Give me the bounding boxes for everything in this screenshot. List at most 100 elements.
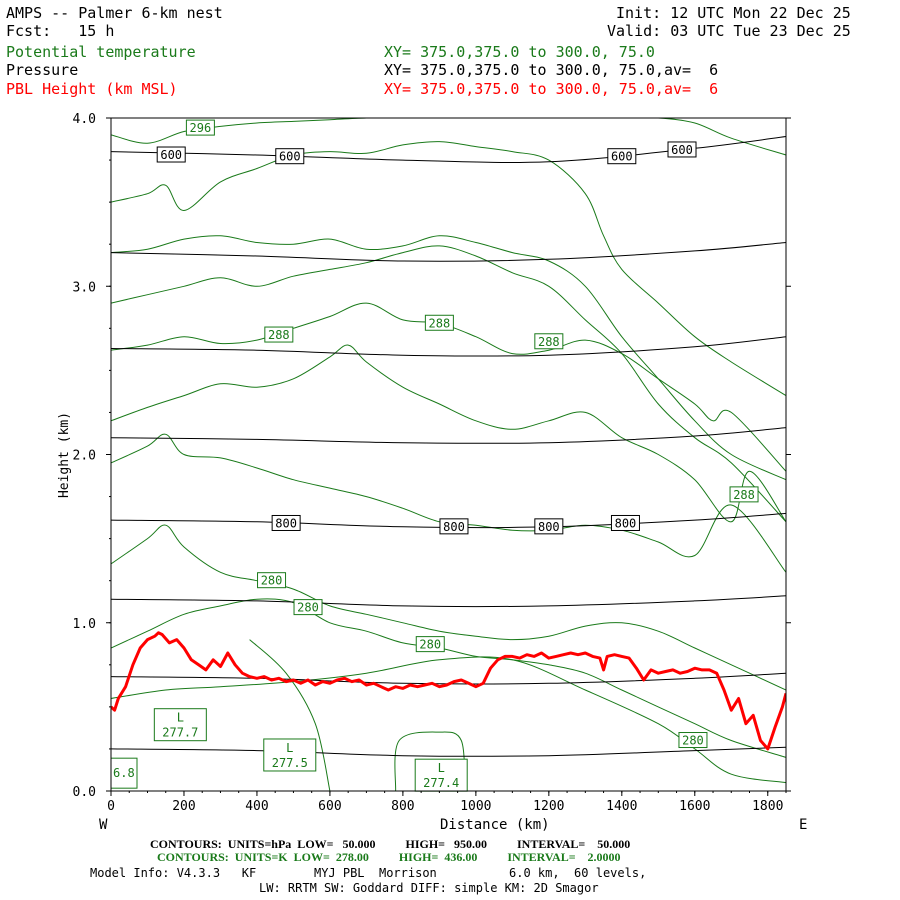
x-tick-label: 1600 (679, 799, 710, 814)
pressure-label-box (667, 141, 697, 158)
theta-contour-line (111, 118, 786, 156)
y-tick-label: 3.0 (73, 280, 96, 295)
model-title: AMPS -- Palmer 6-km nest (6, 4, 223, 22)
theta-label: 280 (261, 574, 283, 588)
east-label: E (799, 817, 807, 833)
low-value: 277.4 (423, 776, 459, 790)
theta-label-box (264, 326, 294, 343)
theta-contour-line (111, 302, 786, 472)
y-axis-label: Height (km) (57, 412, 72, 498)
low-box (153, 708, 207, 742)
theta-label-box (293, 599, 323, 616)
init-time: Init: 12 UTC Mon 22 Dec 25 (616, 4, 851, 22)
theta-label: 280 (682, 734, 704, 748)
theta-contour-line (111, 141, 786, 397)
field3-xy: XY= 375.0,375.0 to 300.0, 75.0,av= 6 (384, 80, 719, 98)
pbl-height-line (111, 631, 786, 751)
pbl-height-layer (111, 631, 786, 751)
theta-label: 296 (190, 121, 212, 135)
theta-contours (111, 118, 786, 791)
theta-label: 288 (538, 335, 560, 349)
y-tick-label: 0.0 (73, 785, 96, 800)
theta-contour-line (111, 344, 786, 523)
x-tick-label: 400 (245, 799, 268, 814)
theta-contour-line (111, 433, 786, 573)
y-tick-label: 4.0 (73, 112, 96, 127)
forecast-hour: Fcst: 15 h (6, 22, 115, 40)
theta-contour-info: CONTOURS: UNITS=K LOW= 278.00 HIGH= 436.… (157, 850, 621, 864)
theta-contour-line (249, 639, 331, 791)
x-tick-label: 1000 (460, 799, 491, 814)
contour-labels: 600 600 600 600 800 800 800 800 296 288 288 288 288 2… (110, 119, 759, 792)
y-tick-label: 1.0 (73, 617, 96, 632)
pressure-contour-950 (111, 746, 786, 757)
pressure-label-box (607, 148, 637, 165)
pressure-label: 800 (275, 516, 297, 530)
theta-label-box (257, 572, 287, 589)
theta-label: 280 (297, 601, 319, 615)
pressure-label-box (610, 514, 640, 531)
pressure-label-box (271, 514, 301, 531)
pressure-label: 600 (611, 150, 633, 164)
theta-label: 288 (733, 488, 755, 502)
theta-label: 280 (419, 638, 441, 652)
theta-label: 288 (268, 328, 290, 342)
theta-label-box (424, 314, 454, 331)
low-box (263, 738, 317, 772)
pressure-label-box (534, 518, 564, 535)
valid-time: Valid: 03 UTC Tue 23 Dec 25 (607, 22, 851, 40)
low-letter: L (286, 741, 293, 755)
plot-frame (110, 117, 787, 792)
theta-label: 288 (429, 316, 451, 330)
partial-low-value: 6.8 (113, 766, 135, 780)
theta-contour-line (111, 524, 786, 691)
pressure-label: 800 (615, 516, 637, 530)
low-value: 277.5 (272, 756, 308, 770)
y-tick-label: 2.0 (73, 449, 96, 464)
pressure-contour-850 (111, 595, 786, 608)
pressure-contour-750 (111, 427, 786, 444)
west-label: W (99, 817, 108, 833)
field1-xy: XY= 375.0,375.0 to 300.0, 75.0 (384, 43, 655, 61)
field1-name: Potential temperature (6, 43, 196, 61)
model-info-physics: LW: RRTM SW: Goddard DIFF: simple KM: 2D… (259, 881, 599, 895)
field3-name: PBL Height (km MSL) (6, 80, 178, 98)
pressure-label: 800 (443, 520, 465, 534)
x-tick-label: 800 (391, 799, 414, 814)
pressure-label: 600 (160, 148, 182, 162)
theta-contour-line (394, 731, 466, 791)
low-box (414, 758, 468, 792)
field2-name: Pressure (6, 61, 79, 79)
pressure-contour-info: CONTOURS: UNITS=hPa LOW= 50.000 HIGH= 95… (150, 837, 631, 851)
pressure-label-box (439, 518, 469, 535)
pressure-contour-900 (111, 672, 786, 685)
x-tick-label: 200 (172, 799, 195, 814)
pressure-label-box (275, 148, 305, 165)
x-tick-label: 1200 (533, 799, 564, 814)
pressure-label: 600 (279, 150, 301, 164)
low-value: 277.7 (162, 726, 198, 740)
theta-contour-line (111, 245, 786, 523)
low-letter: L (177, 711, 184, 725)
pressure-contour-650 (111, 242, 786, 262)
model-info: Model Info: V4.3.3 KF MYJ PBL Morrison 6… (90, 866, 647, 880)
x-tick-label: 1400 (606, 799, 637, 814)
pressure-label: 600 (671, 143, 693, 157)
pressure-contours (111, 136, 786, 757)
x-tick-label: 1800 (752, 799, 783, 814)
theta-label-box (534, 333, 564, 350)
x-axis-label: Distance (km) (440, 817, 550, 833)
axes: 0 200 400 600 800 1000 1200 1400 1600 1800 0.0 1.0 2… (73, 112, 791, 814)
theta-label-box (185, 119, 215, 136)
x-tick-label: 0 (107, 799, 115, 814)
theta-label-box (415, 636, 445, 653)
low-letter: L (438, 761, 445, 775)
field2-xy: XY= 375.0,375.0 to 300.0, 75.0,av= 6 (384, 61, 719, 79)
theta-contour-line (111, 656, 786, 784)
x-tick-label: 600 (318, 799, 341, 814)
pressure-label-box (156, 146, 186, 163)
theta-label-box (729, 486, 759, 503)
theta-label-box (678, 732, 708, 749)
pressure-contour-700 (111, 336, 786, 357)
